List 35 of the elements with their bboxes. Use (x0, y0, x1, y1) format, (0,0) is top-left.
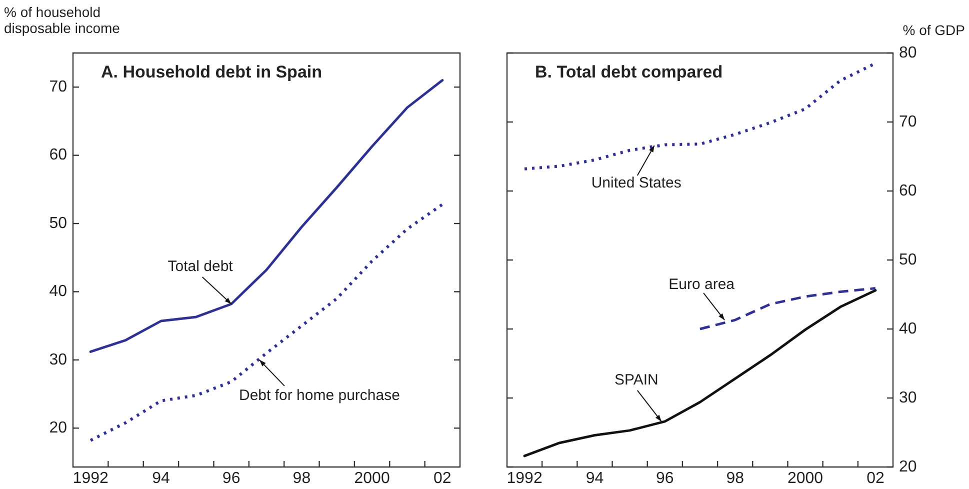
annotation: SPAIN (614, 372, 658, 389)
text: A. Household debt in Spain (101, 62, 322, 82)
x-tick-label: 02 (434, 470, 452, 488)
x-tick-label: 98 (726, 470, 744, 488)
y-tick-label: 80 (899, 44, 917, 62)
x-tick-label: 96 (656, 470, 674, 488)
y-tick-label: 70 (899, 113, 917, 130)
annotation: Total debt (168, 258, 234, 276)
annotation: United States (591, 174, 682, 192)
x-tick-label: 94 (586, 470, 604, 488)
x-tick-label: 1992 (506, 470, 542, 488)
y-tick-label: 60 (899, 182, 917, 200)
y-axis-title: % of GDP (902, 22, 965, 38)
y-tick-label: 40 (899, 320, 917, 338)
y-tick-label: 60 (49, 146, 68, 164)
x-tick-label: 94 (152, 470, 170, 488)
annotation: Euro area (668, 276, 736, 294)
y-tick-label: 70 (49, 78, 68, 96)
y-axis-title: % of household disposable income (4, 4, 121, 36)
y-tick-label: 20 (899, 458, 917, 476)
x-tick-label: 02 (866, 470, 884, 488)
x-tick-label: 98 (292, 470, 311, 488)
x-tick-label: 96 (222, 470, 240, 488)
y-tick-label: 50 (899, 251, 917, 268)
annotation: Debt for home purchase (239, 387, 400, 404)
y-tick-label: 20 (49, 420, 68, 437)
x-tick-label: 2000 (354, 470, 390, 488)
y-tick-label: 50 (49, 214, 68, 232)
y-tick-label: 40 (49, 283, 68, 300)
text: B. Total debt compared (535, 62, 723, 82)
y-tick-label: 30 (899, 389, 917, 406)
y-tick-label: 30 (49, 351, 68, 368)
x-tick-label: 2000 (787, 470, 824, 488)
line-series (89, 202, 444, 442)
x-tick-label: 1992 (72, 470, 108, 488)
